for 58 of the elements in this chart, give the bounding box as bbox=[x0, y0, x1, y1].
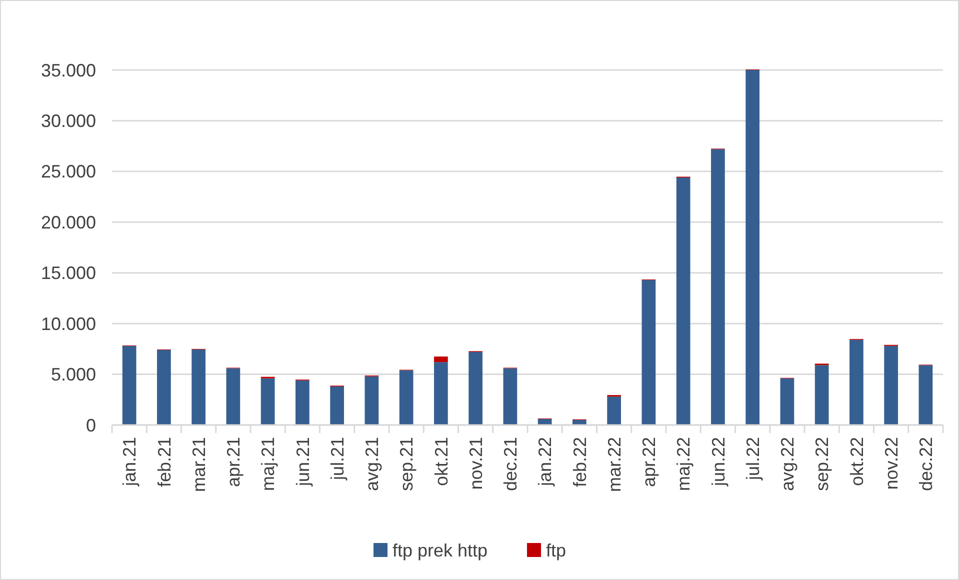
x-tick-label: sep.21 bbox=[396, 437, 417, 492]
y-tick-label: 15.000 bbox=[40, 263, 96, 284]
bar bbox=[918, 365, 933, 425]
x-tick-label: maj.22 bbox=[674, 437, 694, 492]
x-tick-label: dec.22 bbox=[916, 437, 936, 492]
x-tick-label: nov.21 bbox=[466, 437, 486, 490]
x-tick-label: apr.22 bbox=[638, 437, 659, 488]
bar bbox=[607, 396, 621, 425]
x-tick-label: okt.21 bbox=[431, 437, 452, 486]
bar bbox=[296, 380, 310, 425]
y-tick-label: 5.000 bbox=[50, 364, 96, 385]
legend-label: ftp bbox=[546, 540, 566, 560]
bar bbox=[814, 365, 829, 425]
x-tick-label: jan.21 bbox=[120, 437, 140, 488]
bar bbox=[676, 178, 690, 425]
y-tick-label: 35.000 bbox=[40, 60, 96, 80]
x-tick-label: avg.21 bbox=[362, 437, 382, 492]
bar bbox=[468, 352, 482, 425]
x-tick-label: okt.22 bbox=[846, 437, 867, 486]
bar bbox=[780, 378, 794, 425]
y-tick-label: 10.000 bbox=[40, 314, 96, 334]
bar bbox=[157, 350, 171, 425]
bar bbox=[434, 362, 448, 425]
y-tick-label: 20.000 bbox=[40, 212, 96, 232]
x-tick-label: feb.21 bbox=[154, 437, 174, 488]
bar bbox=[260, 378, 275, 425]
x-tick-label: nov.22 bbox=[881, 437, 902, 490]
x-tick-label: jul.21 bbox=[327, 437, 348, 482]
bar bbox=[503, 368, 518, 425]
bar bbox=[192, 349, 206, 425]
x-tick-label: maj.21 bbox=[258, 437, 278, 492]
bar bbox=[330, 386, 344, 425]
x-tick-label: avg.22 bbox=[777, 437, 798, 492]
bar bbox=[642, 280, 656, 425]
bar bbox=[226, 368, 240, 425]
x-tick-label: mar.22 bbox=[604, 437, 624, 492]
bar bbox=[572, 420, 586, 425]
x-tick-label: sep.22 bbox=[812, 437, 832, 492]
y-tick-label: 0 bbox=[86, 415, 96, 436]
x-tick-label: jun.21 bbox=[292, 437, 313, 488]
bar bbox=[711, 149, 725, 425]
bar bbox=[364, 376, 379, 425]
x-tick-label: apr.21 bbox=[223, 437, 244, 488]
x-tick-label: jan.22 bbox=[535, 437, 556, 488]
bar bbox=[399, 370, 414, 425]
x-tick-label: mar.21 bbox=[188, 437, 209, 492]
x-tick-label: dec.21 bbox=[500, 437, 520, 492]
y-tick-label: 30.000 bbox=[40, 111, 96, 132]
bar bbox=[850, 340, 864, 425]
bar bbox=[434, 356, 448, 362]
bar bbox=[884, 346, 898, 425]
x-tick-label: feb.22 bbox=[570, 437, 590, 488]
x-tick-label: jun.22 bbox=[708, 437, 728, 488]
legend-label: ftp prek http bbox=[392, 540, 488, 560]
bar bbox=[122, 346, 136, 425]
y-tick-label: 25.000 bbox=[40, 162, 96, 182]
x-tick-label: jul.22 bbox=[742, 437, 763, 482]
bar bbox=[746, 70, 760, 425]
